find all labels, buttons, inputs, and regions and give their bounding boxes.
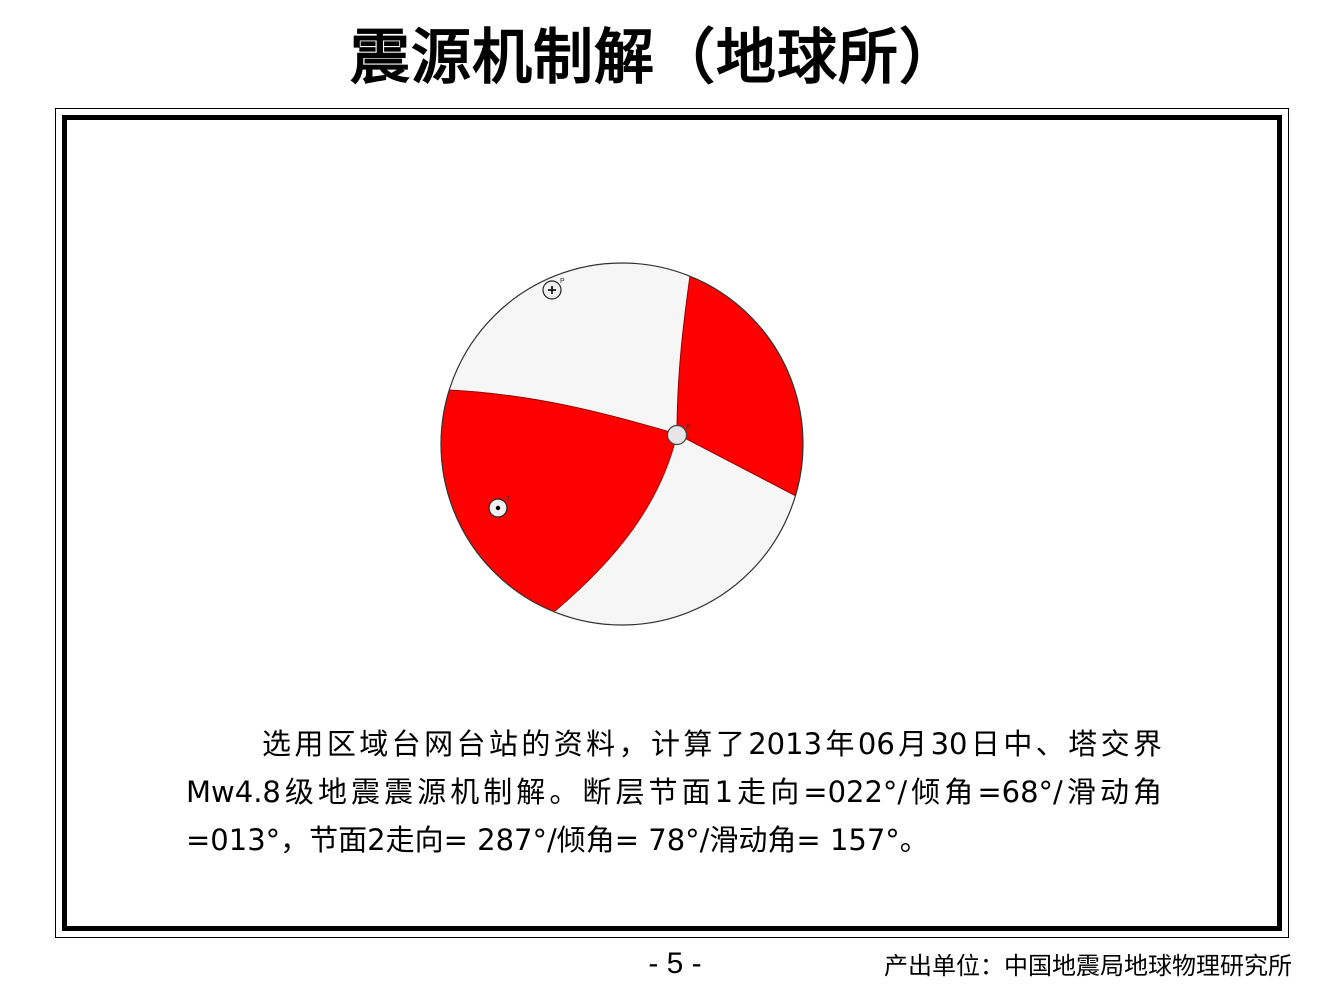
p-axis-marker: P bbox=[542, 278, 565, 300]
mechanism-description: 选用区域台网台站的资料，计算了2013年06月30日中、塔交界Mw4.8级地震震… bbox=[186, 727, 1162, 857]
t-axis-label: T bbox=[506, 496, 511, 503]
b-axis-marker: B bbox=[666, 424, 691, 446]
beachball-outline bbox=[440, 262, 804, 626]
producer-credit: 产出单位：中国地震局地球物理研究所 bbox=[884, 952, 1292, 980]
nodal-plane-2 bbox=[447, 389, 797, 497]
content-frame-inner-border bbox=[62, 115, 1282, 931]
t-axis-marker: T bbox=[488, 496, 511, 518]
focal-mechanism-beachball: P T B bbox=[440, 262, 804, 626]
p-axis-label: P bbox=[560, 278, 565, 285]
content-frame bbox=[55, 108, 1289, 938]
b-axis-label: B bbox=[686, 424, 691, 431]
page-number: - 5 - bbox=[648, 947, 702, 980]
page-title: 震源机制解（地球所） bbox=[350, 23, 960, 93]
